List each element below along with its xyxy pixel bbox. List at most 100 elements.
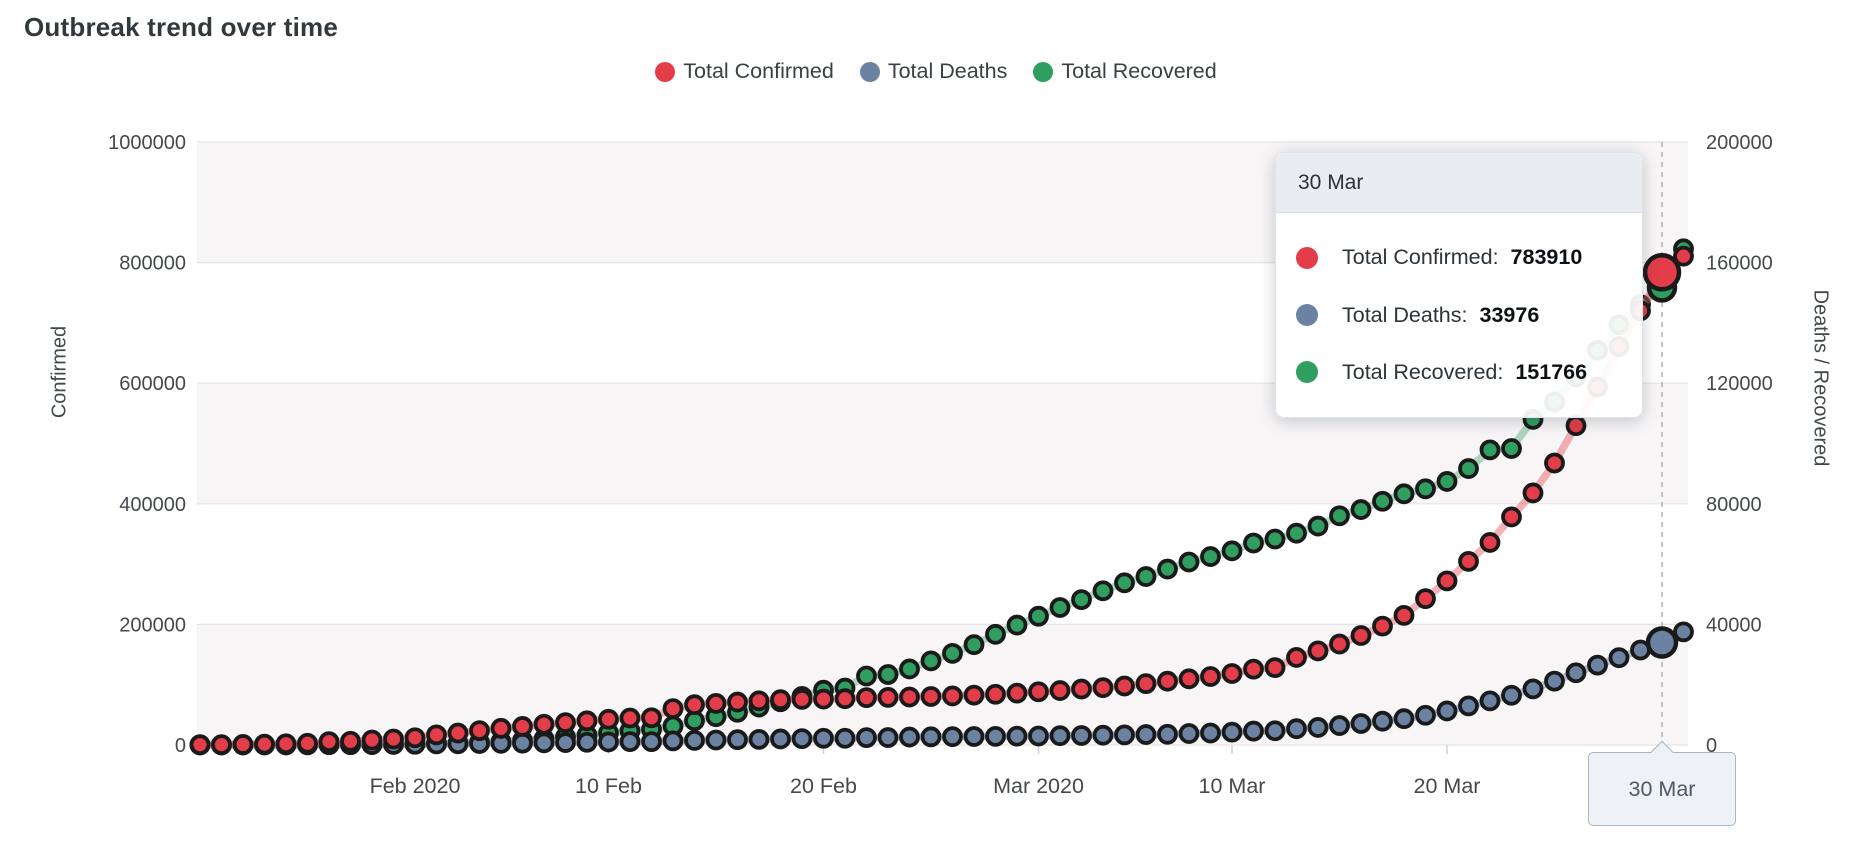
data-point-total-deaths[interactable] bbox=[533, 732, 555, 754]
data-point-total-confirmed[interactable] bbox=[297, 732, 318, 754]
data-point-total-confirmed[interactable] bbox=[1264, 657, 1286, 679]
data-point-total-confirmed[interactable] bbox=[1092, 677, 1114, 699]
data-point-total-confirmed[interactable] bbox=[770, 689, 791, 711]
data-point-total-deaths[interactable] bbox=[1479, 690, 1501, 712]
data-point-total-confirmed[interactable] bbox=[684, 694, 705, 716]
data-point-total-confirmed[interactable] bbox=[856, 687, 877, 709]
data-point-total-confirmed[interactable] bbox=[469, 720, 490, 741]
data-point-total-deaths[interactable] bbox=[1243, 720, 1264, 742]
data-point-total-confirmed[interactable] bbox=[748, 690, 770, 712]
data-point-total-recovered[interactable] bbox=[920, 650, 942, 672]
data-point-total-confirmed[interactable] bbox=[383, 728, 404, 750]
data-point-total-confirmed[interactable] bbox=[1458, 550, 1479, 572]
data-point-total-confirmed[interactable] bbox=[1221, 663, 1243, 684]
data-point-total-deaths[interactable] bbox=[1501, 684, 1522, 706]
data-point-total-confirmed[interactable] bbox=[1307, 640, 1329, 662]
data-point-total-recovered[interactable] bbox=[1243, 532, 1264, 554]
data-point-total-confirmed[interactable] bbox=[318, 731, 340, 753]
data-point-total-confirmed[interactable] bbox=[598, 708, 619, 730]
data-point-total-confirmed[interactable] bbox=[254, 733, 275, 755]
data-point-total-recovered[interactable] bbox=[1350, 499, 1372, 520]
data-point-total-deaths[interactable] bbox=[1415, 704, 1436, 726]
data-point-total-confirmed[interactable] bbox=[490, 717, 512, 739]
data-point-total-confirmed[interactable] bbox=[232, 734, 254, 755]
data-point-total-deaths[interactable] bbox=[1006, 725, 1028, 747]
data-point-total-confirmed[interactable] bbox=[189, 734, 211, 756]
legend-item-total-deaths[interactable]: Total Deaths bbox=[859, 59, 1007, 84]
data-point-total-recovered[interactable] bbox=[1221, 540, 1243, 562]
data-point-total-confirmed[interactable] bbox=[1178, 668, 1200, 690]
data-point-total-confirmed[interactable] bbox=[1522, 482, 1544, 504]
data-point-total-deaths[interactable] bbox=[748, 728, 770, 750]
data-point-total-confirmed[interactable] bbox=[1028, 681, 1049, 703]
data-point-total-deaths[interactable] bbox=[813, 727, 834, 749]
legend-item-total-recovered[interactable]: Total Recovered bbox=[1033, 59, 1217, 84]
data-point-total-recovered[interactable] bbox=[1372, 490, 1393, 512]
data-point-total-recovered[interactable] bbox=[856, 665, 877, 687]
data-point-total-deaths[interactable] bbox=[1329, 715, 1350, 736]
data-point-total-recovered[interactable] bbox=[1200, 546, 1221, 567]
data-point-total-recovered[interactable] bbox=[942, 642, 963, 664]
hovered-data-point-total-deaths[interactable] bbox=[1645, 626, 1679, 659]
data-point-total-confirmed[interactable] bbox=[1071, 678, 1092, 700]
data-point-total-recovered[interactable] bbox=[1479, 439, 1501, 461]
hovered-data-point-total-confirmed[interactable] bbox=[1642, 253, 1682, 292]
data-point-total-deaths[interactable] bbox=[963, 726, 985, 747]
data-point-total-recovered[interactable] bbox=[1049, 597, 1071, 618]
data-point-total-confirmed[interactable] bbox=[1673, 245, 1694, 267]
data-point-total-confirmed[interactable] bbox=[985, 683, 1006, 705]
data-point-total-deaths[interactable] bbox=[662, 730, 684, 752]
data-point-total-confirmed[interactable] bbox=[791, 688, 813, 710]
data-point-total-deaths[interactable] bbox=[1608, 647, 1630, 669]
data-point-total-deaths[interactable] bbox=[1436, 700, 1458, 722]
data-point-total-deaths[interactable] bbox=[1028, 725, 1049, 747]
data-point-total-recovered[interactable] bbox=[963, 634, 985, 656]
data-point-total-confirmed[interactable] bbox=[1006, 682, 1028, 704]
data-point-total-recovered[interactable] bbox=[1436, 471, 1458, 492]
data-point-total-deaths[interactable] bbox=[770, 728, 791, 750]
data-point-total-deaths[interactable] bbox=[1135, 724, 1157, 745]
data-point-total-confirmed[interactable] bbox=[942, 685, 963, 707]
data-point-total-deaths[interactable] bbox=[1092, 724, 1114, 746]
data-point-total-confirmed[interactable] bbox=[1544, 452, 1565, 474]
data-point-total-deaths[interactable] bbox=[1393, 708, 1415, 730]
data-point-total-recovered[interactable] bbox=[1157, 558, 1178, 580]
data-point-total-confirmed[interactable] bbox=[1114, 675, 1135, 697]
data-point-total-confirmed[interactable] bbox=[512, 716, 533, 737]
data-point-total-recovered[interactable] bbox=[1071, 589, 1092, 610]
data-point-total-deaths[interactable] bbox=[1307, 717, 1329, 738]
data-point-total-recovered[interactable] bbox=[1092, 580, 1114, 602]
data-point-total-deaths[interactable] bbox=[598, 731, 619, 753]
data-point-total-recovered[interactable] bbox=[1028, 605, 1049, 627]
data-point-total-confirmed[interactable] bbox=[1329, 633, 1350, 655]
data-point-total-confirmed[interactable] bbox=[920, 686, 942, 707]
data-point-total-deaths[interactable] bbox=[1286, 718, 1307, 740]
data-point-total-recovered[interactable] bbox=[1006, 614, 1028, 636]
data-point-total-confirmed[interactable] bbox=[834, 688, 856, 710]
data-point-total-recovered[interactable] bbox=[1415, 478, 1436, 500]
data-point-total-confirmed[interactable] bbox=[899, 686, 920, 708]
legend-item-total-confirmed[interactable]: Total Confirmed bbox=[655, 59, 834, 84]
data-point-total-deaths[interactable] bbox=[555, 732, 576, 753]
data-point-total-deaths[interactable] bbox=[1264, 720, 1286, 742]
data-point-total-confirmed[interactable] bbox=[1565, 415, 1587, 437]
data-point-total-recovered[interactable] bbox=[899, 658, 920, 680]
data-point-total-deaths[interactable] bbox=[1673, 621, 1694, 643]
data-point-total-confirmed[interactable] bbox=[275, 733, 297, 755]
data-point-total-deaths[interactable] bbox=[727, 729, 748, 751]
data-point-total-deaths[interactable] bbox=[1458, 695, 1479, 717]
data-point-total-recovered[interactable] bbox=[1178, 551, 1200, 573]
data-point-total-deaths[interactable] bbox=[684, 730, 705, 751]
data-point-total-deaths[interactable] bbox=[1350, 713, 1372, 734]
data-point-total-confirmed[interactable] bbox=[1049, 680, 1071, 701]
data-point-total-deaths[interactable] bbox=[576, 731, 598, 753]
data-point-total-confirmed[interactable] bbox=[533, 713, 555, 735]
data-point-total-confirmed[interactable] bbox=[1393, 605, 1415, 626]
data-point-total-deaths[interactable] bbox=[834, 727, 856, 749]
data-point-total-confirmed[interactable] bbox=[1286, 647, 1307, 668]
data-point-total-deaths[interactable] bbox=[1544, 670, 1565, 692]
data-point-total-confirmed[interactable] bbox=[641, 707, 662, 729]
data-point-total-confirmed[interactable] bbox=[1200, 666, 1221, 687]
data-point-total-deaths[interactable] bbox=[1587, 654, 1608, 676]
